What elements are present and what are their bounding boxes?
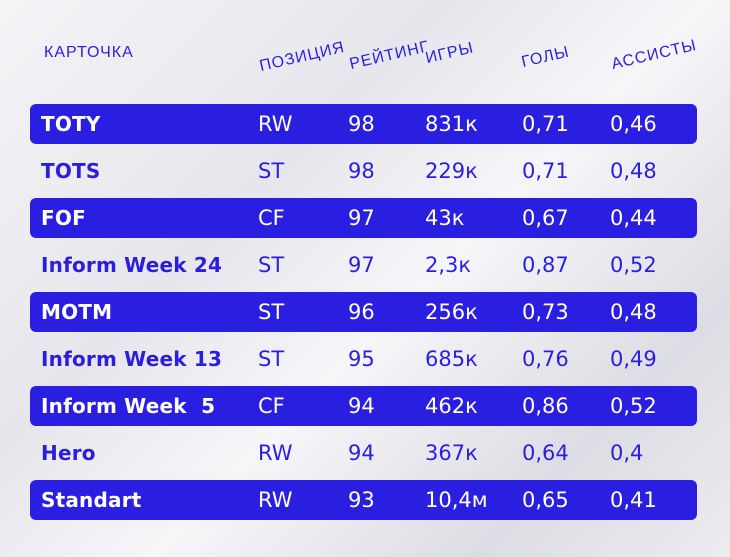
goals-cell: 0,65 — [522, 488, 569, 512]
table-row: MOTM ST 96 256к 0,73 0,48 — [30, 292, 697, 332]
assists-cell: 0,49 — [610, 347, 657, 371]
position-cell: RW — [258, 488, 293, 512]
table-row: TOTY RW 98 831к 0,71 0,46 — [30, 104, 697, 144]
goals-cell: 0,86 — [522, 394, 569, 418]
rating-cell: 93 — [348, 488, 375, 512]
position-cell: CF — [258, 206, 285, 230]
games-cell: 367к — [425, 441, 478, 465]
games-cell: 462к — [425, 394, 478, 418]
games-cell: 43к — [425, 206, 465, 230]
table-row: Inform Week 24 ST 97 2,3к 0,87 0,52 — [30, 245, 697, 285]
card-name-cell: Inform Week 5 — [41, 394, 216, 418]
card-name-cell: Inform Week 24 — [41, 253, 223, 277]
table-row: FOF CF 97 43к 0,67 0,44 — [30, 198, 697, 238]
rating-cell: 94 — [348, 441, 375, 465]
stats-table: TOTY RW 98 831к 0,71 0,46 TOTS ST 98 229… — [30, 104, 697, 527]
card-name-cell: Inform Week 13 — [41, 347, 223, 371]
assists-cell: 0,52 — [610, 394, 657, 418]
assists-cell: 0,48 — [610, 159, 657, 183]
rating-cell: 95 — [348, 347, 375, 371]
table-row: Inform Week 13 ST 95 685к 0,76 0,49 — [30, 339, 697, 379]
goals-cell: 0,71 — [522, 159, 569, 183]
table-row: Inform Week 5 CF 94 462к 0,86 0,52 — [30, 386, 697, 426]
position-cell: ST — [258, 159, 285, 183]
table-row: Hero RW 94 367к 0,64 0,4 — [30, 433, 697, 473]
rating-cell: 94 — [348, 394, 375, 418]
card-name-cell: Standart — [41, 488, 142, 512]
goals-cell: 0,76 — [522, 347, 569, 371]
column-header-position: ПОЗИЦИЯ — [257, 38, 347, 76]
goals-cell: 0,87 — [522, 253, 569, 277]
games-cell: 2,3к — [425, 253, 472, 277]
table-row: Standart RW 93 10,4м 0,65 0,41 — [30, 480, 697, 520]
games-cell: 831к — [425, 112, 478, 136]
assists-cell: 0,52 — [610, 253, 657, 277]
games-cell: 10,4м — [425, 488, 488, 512]
goals-cell: 0,71 — [522, 112, 569, 136]
assists-cell: 0,4 — [610, 441, 644, 465]
games-cell: 685к — [425, 347, 478, 371]
column-header-games: ИГРЫ — [423, 39, 476, 68]
games-cell: 256к — [425, 300, 478, 324]
assists-cell: 0,41 — [610, 488, 657, 512]
position-cell: ST — [258, 347, 285, 371]
card-name-cell: Hero — [41, 441, 96, 465]
table-row: TOTS ST 98 229к 0,71 0,48 — [30, 151, 697, 191]
goals-cell: 0,64 — [522, 441, 569, 465]
rating-cell: 97 — [348, 253, 375, 277]
rating-cell: 98 — [348, 159, 375, 183]
position-cell: ST — [258, 253, 285, 277]
assists-cell: 0,46 — [610, 112, 657, 136]
games-cell: 229к — [425, 159, 478, 183]
column-header-goals: ГОЛЫ — [519, 43, 572, 72]
card-name-cell: FOF — [41, 206, 86, 230]
position-cell: RW — [258, 112, 293, 136]
rating-cell: 96 — [348, 300, 375, 324]
card-name-cell: TOTY — [41, 112, 101, 136]
position-cell: CF — [258, 394, 285, 418]
position-cell: RW — [258, 441, 293, 465]
position-cell: ST — [258, 300, 285, 324]
card-name-cell: TOTS — [41, 159, 101, 183]
column-header-card: КАРТОЧКА — [44, 44, 134, 61]
column-header-rating: РЕЙТИНГ — [347, 38, 432, 74]
goals-cell: 0,67 — [522, 206, 569, 230]
goals-cell: 0,73 — [522, 300, 569, 324]
card-name-cell: MOTM — [41, 300, 113, 324]
rating-cell: 98 — [348, 112, 375, 136]
column-header-assists: АССИСТЫ — [609, 36, 699, 74]
assists-cell: 0,44 — [610, 206, 657, 230]
assists-cell: 0,48 — [610, 300, 657, 324]
rating-cell: 97 — [348, 206, 375, 230]
